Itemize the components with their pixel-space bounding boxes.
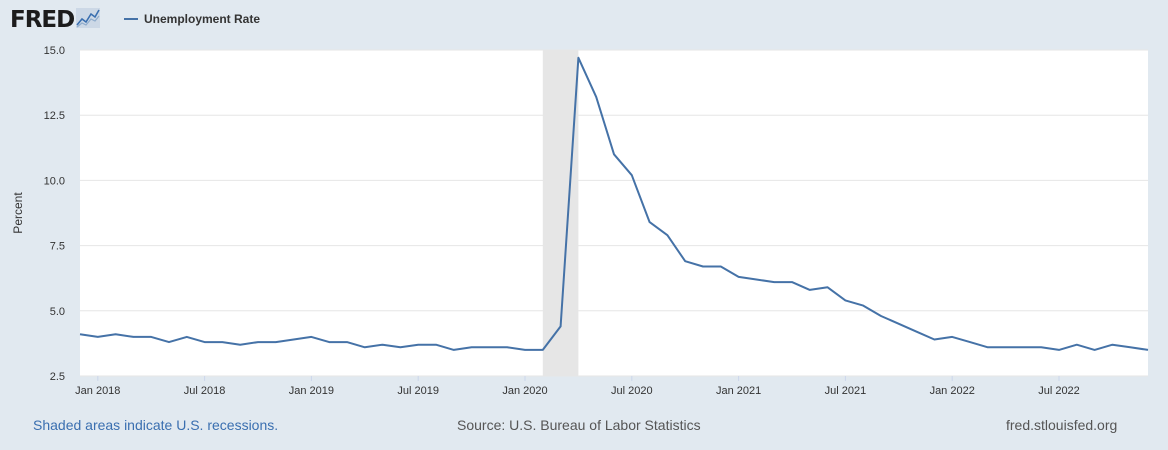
- x-tick-label: Jul 2018: [184, 385, 226, 397]
- data-point[interactable]: [736, 274, 742, 280]
- y-tick-label: 5.0: [50, 306, 65, 318]
- data-point[interactable]: [842, 297, 848, 303]
- y-tick-label: 10.0: [44, 175, 65, 187]
- line-chart-icon: [76, 7, 101, 33]
- source-text: Source: U.S. Bureau of Labor Statistics: [457, 417, 701, 433]
- data-point[interactable]: [593, 94, 599, 100]
- data-point[interactable]: [1127, 344, 1133, 350]
- data-point[interactable]: [629, 172, 635, 178]
- x-tick-label: Jan 2022: [930, 385, 975, 397]
- data-point[interactable]: [664, 232, 670, 238]
- data-point[interactable]: [291, 336, 297, 342]
- data-point[interactable]: [949, 334, 955, 340]
- data-point[interactable]: [700, 263, 706, 269]
- data-point[interactable]: [130, 334, 136, 340]
- data-point[interactable]: [415, 342, 421, 348]
- data-point[interactable]: [860, 303, 866, 309]
- data-point[interactable]: [486, 344, 492, 350]
- data-point[interactable]: [113, 331, 119, 337]
- site-link[interactable]: fred.stlouisfed.org: [1006, 417, 1118, 433]
- data-point[interactable]: [682, 258, 688, 264]
- y-gridlines: [80, 49, 1148, 377]
- data-point[interactable]: [611, 151, 617, 157]
- fred-logo-text: FRED: [10, 7, 75, 33]
- data-point[interactable]: [807, 287, 813, 293]
- data-point[interactable]: [1020, 344, 1026, 350]
- y-axis: 2.5 5.0 7.5 10.0 12.5 15.0: [44, 45, 65, 383]
- y-tick-label: 7.5: [50, 241, 65, 253]
- x-tick-label: Jul 2021: [825, 385, 867, 397]
- data-point[interactable]: [985, 344, 991, 350]
- data-point[interactable]: [771, 279, 777, 285]
- data-point[interactable]: [326, 339, 332, 345]
- data-point[interactable]: [469, 344, 475, 350]
- data-point[interactable]: [575, 55, 581, 61]
- data-point[interactable]: [558, 323, 564, 329]
- y-axis-title: Percent: [11, 192, 25, 234]
- data-point[interactable]: [433, 342, 439, 348]
- data-point[interactable]: [878, 313, 884, 319]
- x-tick-label: Jan 2019: [289, 385, 334, 397]
- data-point[interactable]: [1056, 347, 1062, 353]
- data-point[interactable]: [1109, 342, 1115, 348]
- data-point[interactable]: [825, 284, 831, 290]
- data-point[interactable]: [931, 336, 937, 342]
- data-point[interactable]: [789, 279, 795, 285]
- data-point[interactable]: [1074, 342, 1080, 348]
- x-tick-label: Jan 2021: [716, 385, 761, 397]
- series-layer: [79, 56, 1149, 351]
- x-tick-label: Jul 2019: [397, 385, 439, 397]
- data-point[interactable]: [166, 339, 172, 345]
- y-tick-label: 12.5: [44, 110, 65, 122]
- legend-swatch: [124, 18, 138, 20]
- legend-label: Unemployment Rate: [144, 12, 261, 26]
- x-tick-label: Jan 2018: [75, 385, 120, 397]
- data-point[interactable]: [914, 329, 920, 335]
- data-point[interactable]: [753, 277, 759, 283]
- data-point[interactable]: [344, 339, 350, 345]
- plot-area: [80, 50, 1148, 376]
- data-point[interactable]: [1003, 344, 1009, 350]
- data-point[interactable]: [540, 347, 546, 353]
- data-point[interactable]: [255, 339, 261, 345]
- x-tick-label: Jul 2020: [611, 385, 653, 397]
- data-point[interactable]: [1038, 344, 1044, 350]
- y-tick-label: 2.5: [50, 371, 65, 383]
- data-point[interactable]: [77, 331, 83, 337]
- chart-header: FRED Unemployment Rate: [0, 0, 1168, 42]
- x-tick-label: Jan 2020: [502, 385, 547, 397]
- y-tick-label: 15.0: [44, 45, 65, 57]
- series-line: [79, 56, 1149, 351]
- data-point[interactable]: [522, 347, 528, 353]
- data-point[interactable]: [647, 219, 653, 225]
- chart-legend: Unemployment Rate: [124, 12, 260, 26]
- data-point[interactable]: [896, 321, 902, 327]
- data-point[interactable]: [1145, 347, 1151, 353]
- data-point[interactable]: [362, 344, 368, 350]
- data-point[interactable]: [308, 334, 314, 340]
- data-point[interactable]: [219, 339, 225, 345]
- data-point[interactable]: [967, 339, 973, 345]
- data-point[interactable]: [95, 334, 101, 340]
- data-point[interactable]: [1092, 347, 1098, 353]
- data-point[interactable]: [184, 334, 190, 340]
- data-point[interactable]: [273, 339, 279, 345]
- data-point[interactable]: [504, 344, 510, 350]
- data-point[interactable]: [451, 347, 457, 353]
- x-tick-label: Jul 2022: [1038, 385, 1080, 397]
- data-point[interactable]: [380, 342, 386, 348]
- data-point[interactable]: [202, 339, 208, 345]
- x-axis: Jan 2018 Jul 2018 Jan 2019 Jul 2019 Jan 2020…: [75, 376, 1080, 397]
- fred-logo[interactable]: FRED: [10, 7, 101, 33]
- data-point[interactable]: [148, 334, 154, 340]
- data-point[interactable]: [237, 342, 243, 348]
- data-point[interactable]: [397, 344, 403, 350]
- recession-note-link[interactable]: Shaded areas indicate U.S. recessions.: [33, 417, 279, 433]
- data-point[interactable]: [718, 263, 724, 269]
